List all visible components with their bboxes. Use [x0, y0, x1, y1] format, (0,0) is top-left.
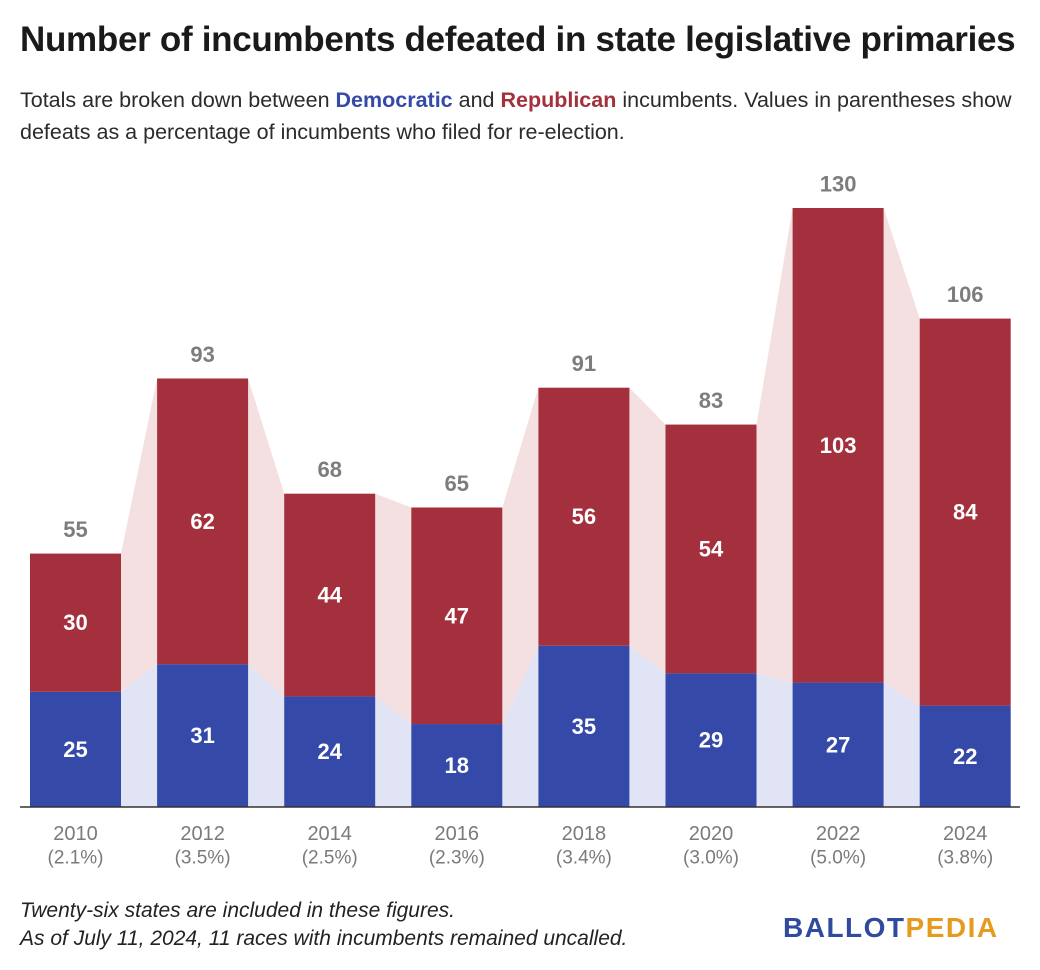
democratic-band: [756, 673, 793, 807]
bar-democratic: [919, 705, 1011, 807]
logo-part-2: PEDIA: [905, 912, 999, 943]
data-label-democratic: 24: [317, 739, 342, 764]
footnote-line-2: As of July 11, 2024, 11 races with incum…: [20, 927, 628, 950]
total-label: 68: [317, 457, 341, 482]
data-label-republican: 62: [190, 509, 214, 534]
x-tick-label: 2014: [307, 823, 352, 845]
logo-part-1: BALLOT: [783, 912, 906, 943]
x-tick-percentage: (3.5%): [175, 848, 231, 869]
data-label-republican: 30: [63, 610, 87, 635]
stacked-bar-chart: 25 30 55 2010 (2.1%) 31 62 93 2012 (3.5%) 24 44 68 20…: [20, 172, 1020, 869]
x-tick-label: 2016: [435, 823, 480, 845]
bar-republican: [919, 318, 1011, 706]
footnote: Twenty-six states are included in these …: [20, 897, 627, 953]
bar-republican: [411, 507, 503, 725]
data-label-republican: 56: [572, 504, 596, 529]
republican-band: [375, 493, 412, 725]
total-label: 91: [572, 351, 596, 376]
bar-democratic: [30, 691, 121, 807]
bar-democratic: [538, 645, 630, 807]
subtitle-democratic: Democratic: [335, 88, 453, 112]
bar-republican: [665, 424, 757, 674]
data-label-democratic: 18: [445, 753, 469, 778]
x-tick-percentage: (5.0%): [810, 848, 866, 869]
total-label: 65: [445, 471, 469, 496]
democratic-band: [248, 664, 285, 807]
data-label-republican: 44: [317, 583, 342, 608]
x-tick-label: 2010: [53, 823, 98, 845]
bar-republican: [157, 378, 249, 665]
x-tick-percentage: (2.1%): [48, 848, 104, 869]
x-tick-label: 2012: [180, 823, 225, 845]
x-tick-percentage: (2.5%): [302, 848, 358, 869]
republican-band: [121, 378, 158, 692]
data-label-democratic: 27: [826, 732, 850, 757]
democratic-band: [121, 664, 158, 807]
bar-democratic: [411, 724, 503, 807]
data-label-democratic: 25: [63, 737, 87, 762]
x-tick-percentage: (2.3%): [429, 848, 485, 869]
bar-democratic: [665, 673, 757, 807]
subtitle-text-1: Totals are broken down between: [20, 88, 336, 112]
bar-democratic: [284, 696, 376, 807]
republican-band: [756, 208, 793, 683]
democratic-band: [375, 696, 412, 807]
democratic-band: [502, 645, 539, 807]
republican-band: [502, 387, 539, 725]
republican-band: [883, 208, 920, 706]
bar-republican: [792, 208, 884, 683]
data-label-democratic: 35: [572, 714, 596, 739]
bar-republican: [538, 387, 630, 646]
x-tick-percentage: (3.4%): [556, 848, 612, 869]
total-label: 93: [190, 342, 214, 367]
chart-subtitle: Totals are broken down between Democrati…: [20, 84, 1020, 148]
republican-band: [629, 387, 666, 674]
bar-republican: [30, 553, 121, 692]
x-tick-label: 2022: [816, 823, 861, 845]
x-tick-label: 2020: [689, 823, 734, 845]
total-label: 106: [947, 282, 984, 307]
x-tick-percentage: (3.8%): [937, 848, 993, 869]
total-label: 130: [820, 172, 857, 197]
subtitle-republican: Republican: [500, 88, 617, 112]
democratic-band: [883, 682, 920, 807]
total-label: 55: [63, 517, 87, 542]
data-label-republican: 84: [953, 500, 978, 525]
bar-democratic: [792, 682, 884, 807]
total-label: 83: [699, 388, 723, 413]
republican-band: [248, 378, 285, 697]
subtitle-text-2: and: [452, 88, 501, 112]
footnote-line-1: Twenty-six states are included in these …: [20, 899, 455, 922]
x-tick-percentage: (3.0%): [683, 848, 739, 869]
subtitle-text-3: incumbents. Values in parentheses show d…: [20, 88, 1012, 144]
data-label-democratic: 31: [190, 723, 214, 748]
x-tick-label: 2018: [562, 823, 607, 845]
chart-title: Number of incumbents defeated in state l…: [20, 20, 1016, 59]
bar-republican: [284, 493, 376, 697]
data-label-republican: 103: [820, 433, 857, 458]
data-label-republican: 47: [445, 603, 469, 628]
x-tick-label: 2024: [943, 823, 988, 845]
data-label-republican: 54: [699, 536, 724, 561]
data-label-democratic: 22: [953, 744, 977, 769]
bar-democratic: [157, 664, 249, 807]
ballotpedia-logo: BALLOTPEDIA: [783, 912, 999, 944]
democratic-band: [629, 645, 666, 807]
data-label-democratic: 29: [699, 728, 723, 753]
